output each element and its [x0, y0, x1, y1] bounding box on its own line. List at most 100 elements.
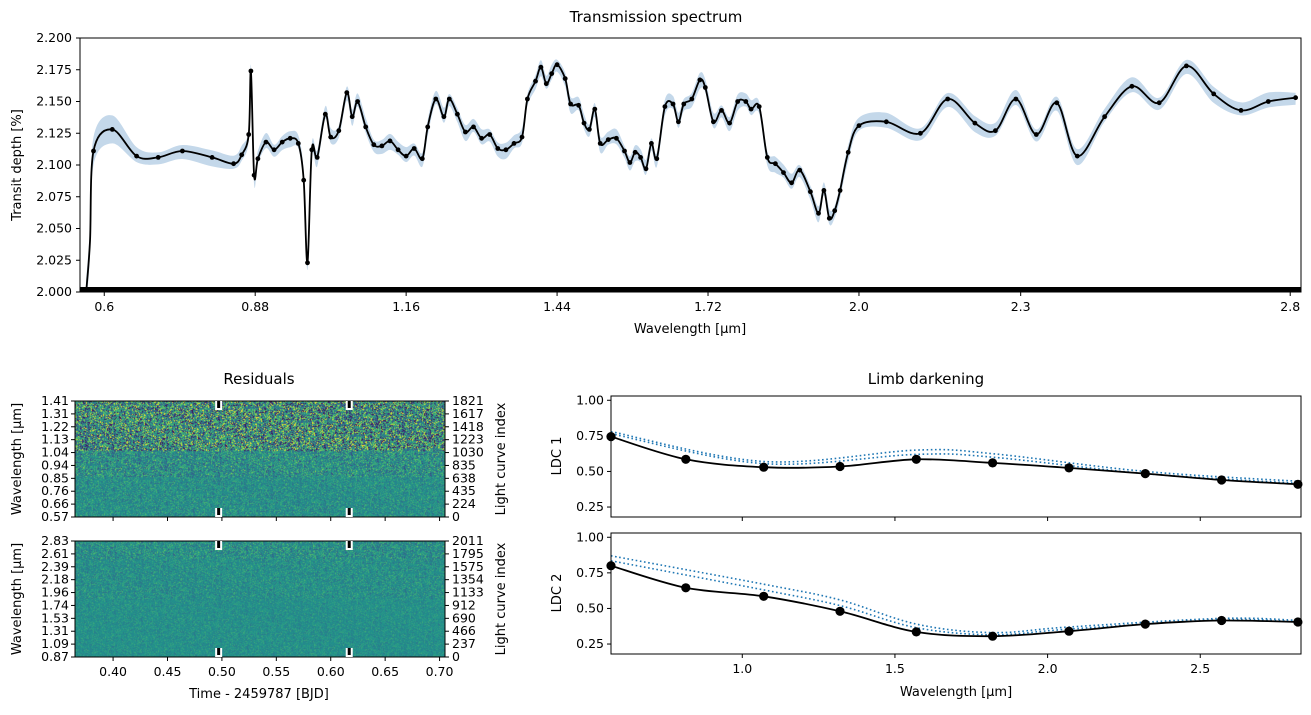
transmission-point: [271, 147, 277, 153]
ldc-point: [759, 591, 769, 601]
transmission-point: [1033, 132, 1039, 137]
ldc-y-tick-label: 0.50: [576, 463, 604, 478]
residuals-top-y-label: Wavelength [μm]: [10, 403, 25, 515]
transmission-point: [180, 148, 185, 154]
transmission-point: [279, 139, 285, 145]
transmission-point: [479, 135, 484, 141]
transmission-point: [562, 76, 568, 81]
residuals-right-tick-label: 835: [452, 457, 476, 472]
residuals-bottom-y-ticks: 0.871.091.311.531.741.962.182.392.612.83: [41, 533, 75, 664]
transmission-point: [654, 156, 660, 162]
transmission-minor-tick-band: [80, 287, 1301, 292]
transmission-point: [845, 149, 851, 155]
residuals-y-tick-label: 0.85: [41, 470, 69, 485]
transmission-point: [676, 119, 681, 125]
transmission-point: [263, 139, 269, 145]
transmission-y-tick-label: 2.175: [36, 62, 72, 77]
residuals-right-tick-label: 1354: [452, 572, 484, 587]
transmission-x-tick-label: 0.88: [241, 299, 269, 314]
transmission-point: [495, 146, 501, 151]
residuals-x-tick-label: 0.45: [154, 664, 182, 679]
transmission-plot-frame: [79, 37, 1302, 293]
residuals-right-tick-label: 435: [452, 483, 476, 498]
ldc-prior-dotted-line: [611, 555, 1301, 634]
transmission-point: [349, 114, 355, 120]
ldc-y-tick-label: 1.00: [576, 529, 604, 544]
residuals-y-tick-label: 0.94: [41, 457, 69, 472]
residuals-y-tick-label: 1.31: [41, 623, 69, 638]
residuals-y-tick-label: 2.83: [41, 533, 69, 548]
residuals-x-ticks: 0.40 0.45 0.50 0.55 0.60 0.65 0.70: [99, 517, 454, 679]
transmission-point: [287, 135, 293, 141]
ldc-point: [681, 454, 691, 464]
transmission-point: [344, 90, 350, 95]
transmission-point: [395, 147, 401, 153]
transmission-x-tick-label: 0.6: [94, 299, 114, 314]
ldc1-frame: [610, 395, 1302, 518]
transmission-point: [322, 111, 328, 117]
transmission-point: [719, 108, 724, 113]
residuals-y-tick-label: 2.61: [41, 546, 69, 561]
transmission-point: [549, 71, 555, 76]
transit-marker-core: [217, 648, 221, 655]
transmission-point: [781, 170, 786, 176]
ldc-x-tick-label: 1.0: [732, 661, 752, 676]
limb-darkening-chart: Limb darkening 0.25 0.50 0.75 1.00 LDC 1 0.…: [550, 370, 1303, 700]
transmission-point: [1211, 91, 1217, 97]
ldc-point: [1064, 626, 1074, 636]
transmission-point: [605, 137, 611, 143]
transmission-x-tick-label: 1.72: [694, 299, 722, 314]
residuals-x-label: Time - 2459787 [BJD]: [188, 687, 329, 702]
residuals-y-tick-label: 1.22: [41, 419, 69, 434]
transmission-point: [309, 147, 315, 153]
transmission-point: [379, 143, 385, 149]
transmission-point: [455, 111, 460, 117]
transmission-point: [821, 188, 827, 193]
transmission-title: Transmission spectrum: [569, 8, 743, 26]
ldc1-series-layer: [606, 430, 1303, 489]
transmission-point: [328, 134, 334, 140]
residuals-y-tick-label: 1.31: [41, 406, 69, 421]
transmission-point: [403, 153, 409, 159]
residuals-y-tick-label: 0.87: [41, 649, 69, 664]
limb-darkening-title: Limb darkening: [868, 370, 984, 388]
transmission-point: [255, 156, 261, 162]
transmission-point: [511, 141, 517, 146]
ldc-point: [835, 606, 845, 616]
transmission-point: [355, 99, 360, 104]
transmission-point: [972, 120, 978, 126]
transmission-point: [248, 68, 254, 74]
residuals-y-tick-label: 1.09: [41, 636, 69, 651]
ldc2-series-layer: [606, 555, 1303, 641]
residuals-right-tick-label: 237: [452, 636, 476, 651]
residuals-bottom-y-label: Wavelength [μm]: [10, 543, 25, 655]
residuals-chart: Residuals 0.570.660.760.850.941.041.131.…: [10, 370, 509, 702]
transmission-point: [336, 128, 342, 134]
ldc-x-label: Wavelength [μm]: [900, 685, 1012, 700]
transmission-point: [533, 78, 538, 84]
transmission-point: [764, 155, 770, 160]
transmission-point: [387, 138, 393, 144]
residuals-bottom-right-label: Light curve index: [494, 542, 509, 655]
ldc-point: [988, 631, 998, 641]
ldc-prior-dotted-line: [611, 560, 1301, 636]
transmission-chart: Transmission spectrum 0.6 0.88 1.16 1.44 1.7…: [10, 8, 1302, 337]
transmission-point: [109, 126, 115, 132]
transmission-point: [301, 177, 307, 183]
residuals-y-tick-label: 0.57: [41, 509, 69, 524]
transmission-y-tick-label: 2.200: [36, 30, 72, 45]
ldc-point: [911, 454, 921, 464]
transmission-y-tick-label: 2.050: [36, 221, 72, 236]
transmission-point: [702, 85, 708, 90]
transmission-point: [576, 102, 581, 108]
transmission-point: [471, 124, 476, 130]
residuals-y-tick-label: 2.39: [41, 559, 69, 574]
transmission-uncertainty-band-layer: [86, 59, 1296, 292]
transmission-point: [1156, 100, 1162, 106]
residuals-right-tick-label: 1617: [452, 406, 484, 421]
residuals-top-markers: [215, 401, 353, 517]
ldc-point: [1217, 475, 1227, 485]
ldc2-y-label: LDC 2: [550, 574, 565, 613]
transmission-y-tick-label: 2.000: [36, 284, 72, 299]
transmission-point: [568, 101, 573, 107]
